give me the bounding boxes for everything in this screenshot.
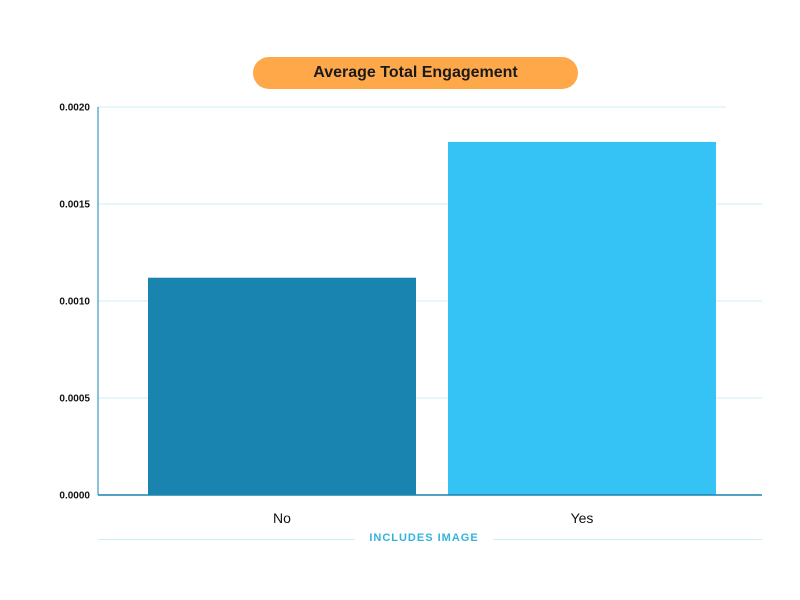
y-tick-label: 0.0010	[59, 297, 90, 308]
axes	[97, 107, 762, 496]
y-tick-label: 0.0000	[59, 491, 90, 502]
y-tick-label: 0.0005	[59, 394, 90, 405]
bars	[148, 141, 716, 496]
y-tick-labels: 0.0000 0.0005 0.0010 0.0015 0.0020	[59, 103, 90, 502]
bar-yes	[448, 141, 716, 496]
chart-title: Average Total Engagement	[253, 57, 578, 89]
x-category-label: No	[273, 510, 291, 526]
x-axis-title: INCLUDES IMAGE	[355, 532, 493, 544]
bar-no	[148, 277, 416, 495]
y-tick-label: 0.0015	[59, 200, 90, 211]
y-tick-label: 0.0020	[59, 103, 90, 114]
x-category-label: Yes	[571, 510, 594, 526]
x-category-labels: No Yes	[273, 510, 593, 526]
